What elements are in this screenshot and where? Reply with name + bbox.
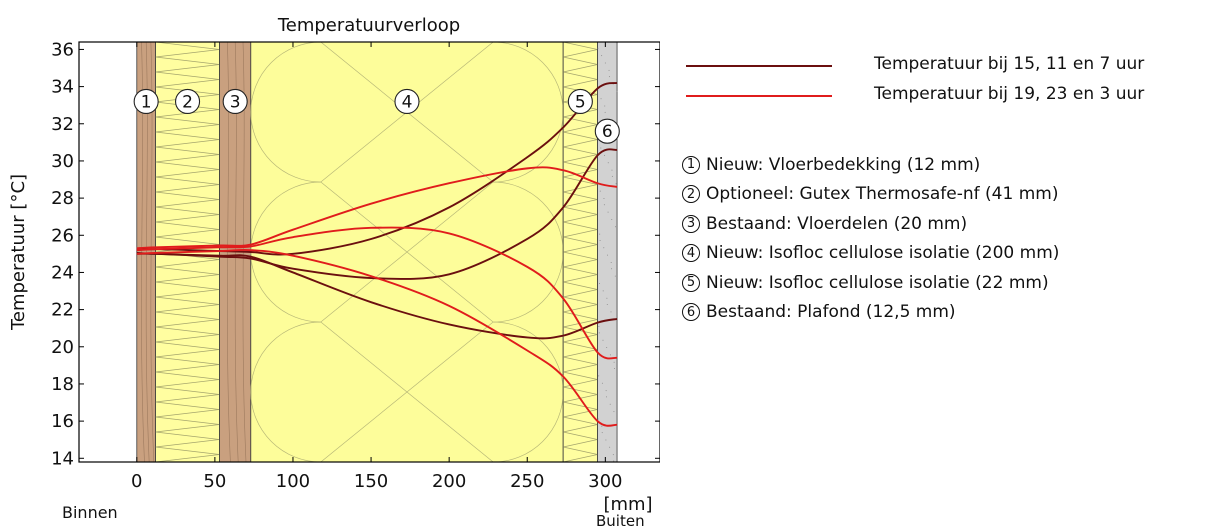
y-tick-label: 24 <box>51 262 74 283</box>
layer-number-badge: 4 <box>682 244 700 263</box>
legend-label-bright: Temperatuur bij 19, 23 en 3 uur <box>874 84 1145 104</box>
layer-name: Nieuw: Isofloc cellulose isolatie (22 mm… <box>706 272 1049 293</box>
layer-number-badge: 3 <box>682 214 700 233</box>
svg-text:5: 5 <box>575 92 586 112</box>
x-tick-label: 200 <box>432 471 466 492</box>
chart-title: Temperatuurverloop <box>277 15 460 36</box>
series-legend: Temperatuur bij 15, 11 en 7 uur Temperat… <box>682 50 1211 110</box>
layer-number-badge: 6 <box>682 303 700 322</box>
layer-band-6 <box>597 42 618 462</box>
layer-item-3: 3 Bestaand: Vloerdelen (20 mm) <box>682 209 1059 239</box>
svg-text:1: 1 <box>141 92 152 112</box>
layer-badge-3: 3 <box>222 88 248 115</box>
layer-name: Bestaand: Vloerdelen (20 mm) <box>706 213 968 234</box>
legend-item-dark: Temperatuur bij 15, 11 en 7 uur <box>682 50 1211 80</box>
x-tick-label: 300 <box>588 471 622 492</box>
layer-item-5: 5 Nieuw: Isofloc cellulose isolatie (22 m… <box>682 268 1059 298</box>
outer-side-label: Buiten <box>596 512 645 530</box>
y-tick-label: 26 <box>51 225 74 246</box>
y-tick-label: 14 <box>51 448 74 469</box>
legend-label-dark: Temperatuur bij 15, 11 en 7 uur <box>874 54 1145 74</box>
x-axis-unit-label: [mm] <box>603 494 652 515</box>
x-tick-label: 100 <box>276 471 310 492</box>
series-line-bright-5 <box>136 226 618 360</box>
series-line-dark-3 <box>136 251 618 340</box>
layer-number-badge: 2 <box>682 185 700 204</box>
x-tick-label: 0 <box>131 471 142 492</box>
x-tick-label: 250 <box>510 471 544 492</box>
layer-badge-5: 5 <box>567 88 593 115</box>
y-axis-label: Temperatuur [°C] <box>8 174 29 331</box>
svg-text:2: 2 <box>182 92 193 112</box>
legend-item-bright: Temperatuur bij 19, 23 en 3 uur <box>682 80 1211 110</box>
layer-item-1: 1 Nieuw: Vloerbedekking (12 mm) <box>682 150 1059 180</box>
y-tick-label: 30 <box>51 151 74 172</box>
layer-item-2: 2 Optioneel: Gutex Thermosafe-nf (41 mm) <box>682 180 1059 210</box>
y-tick-label: 34 <box>51 77 74 98</box>
layer-number-badge: 5 <box>682 273 700 292</box>
plot-frame <box>78 41 660 463</box>
svg-text:3: 3 <box>230 92 241 112</box>
y-tick-label: 18 <box>51 374 74 395</box>
legend-line-dark <box>686 65 832 67</box>
x-tick-label: 50 <box>203 471 226 492</box>
layer-badge-2: 2 <box>174 88 201 115</box>
temperature-chart: 1 2 3 4 56 0 50 100 150 200 250 300141618202224262… <box>8 15 660 515</box>
series-line-bright-6 <box>136 248 618 427</box>
series-line-bright-4 <box>136 166 618 250</box>
legend-line-bright <box>686 95 832 97</box>
x-tick-label: 150 <box>354 471 388 492</box>
layer-name: Nieuw: Isofloc cellulose isolatie (200 m… <box>706 243 1060 264</box>
layer-badge-6: 6 <box>594 118 620 144</box>
y-tick-label: 20 <box>51 337 74 358</box>
y-tick-label: 16 <box>51 411 74 432</box>
y-tick-label: 28 <box>51 188 74 209</box>
layer-item-4: 4 Nieuw: Isofloc cellulose isolatie (200 … <box>682 239 1059 269</box>
layer-number-badge: 1 <box>682 155 700 174</box>
layer-name: Nieuw: Vloerbedekking (12 mm) <box>706 154 981 175</box>
layer-badge-4: 4 <box>394 88 420 115</box>
layer-list: 1 Nieuw: Vloerbedekking (12 mm) 2 Optionee… <box>682 150 1059 327</box>
y-tick-label: 36 <box>51 39 74 60</box>
svg-text:6: 6 <box>602 122 613 142</box>
inner-side-label: Binnen <box>62 503 118 522</box>
y-tick-label: 22 <box>51 300 74 321</box>
layer-name: Bestaand: Plafond (12,5 mm) <box>706 302 956 323</box>
layer-item-6: 6 Bestaand: Plafond (12,5 mm) <box>682 298 1059 328</box>
layer-name: Optioneel: Gutex Thermosafe-nf (41 mm) <box>706 184 1059 205</box>
y-tick-label: 32 <box>51 114 74 135</box>
svg-text:4: 4 <box>402 92 413 112</box>
layer-badge-1: 1 <box>133 88 159 115</box>
